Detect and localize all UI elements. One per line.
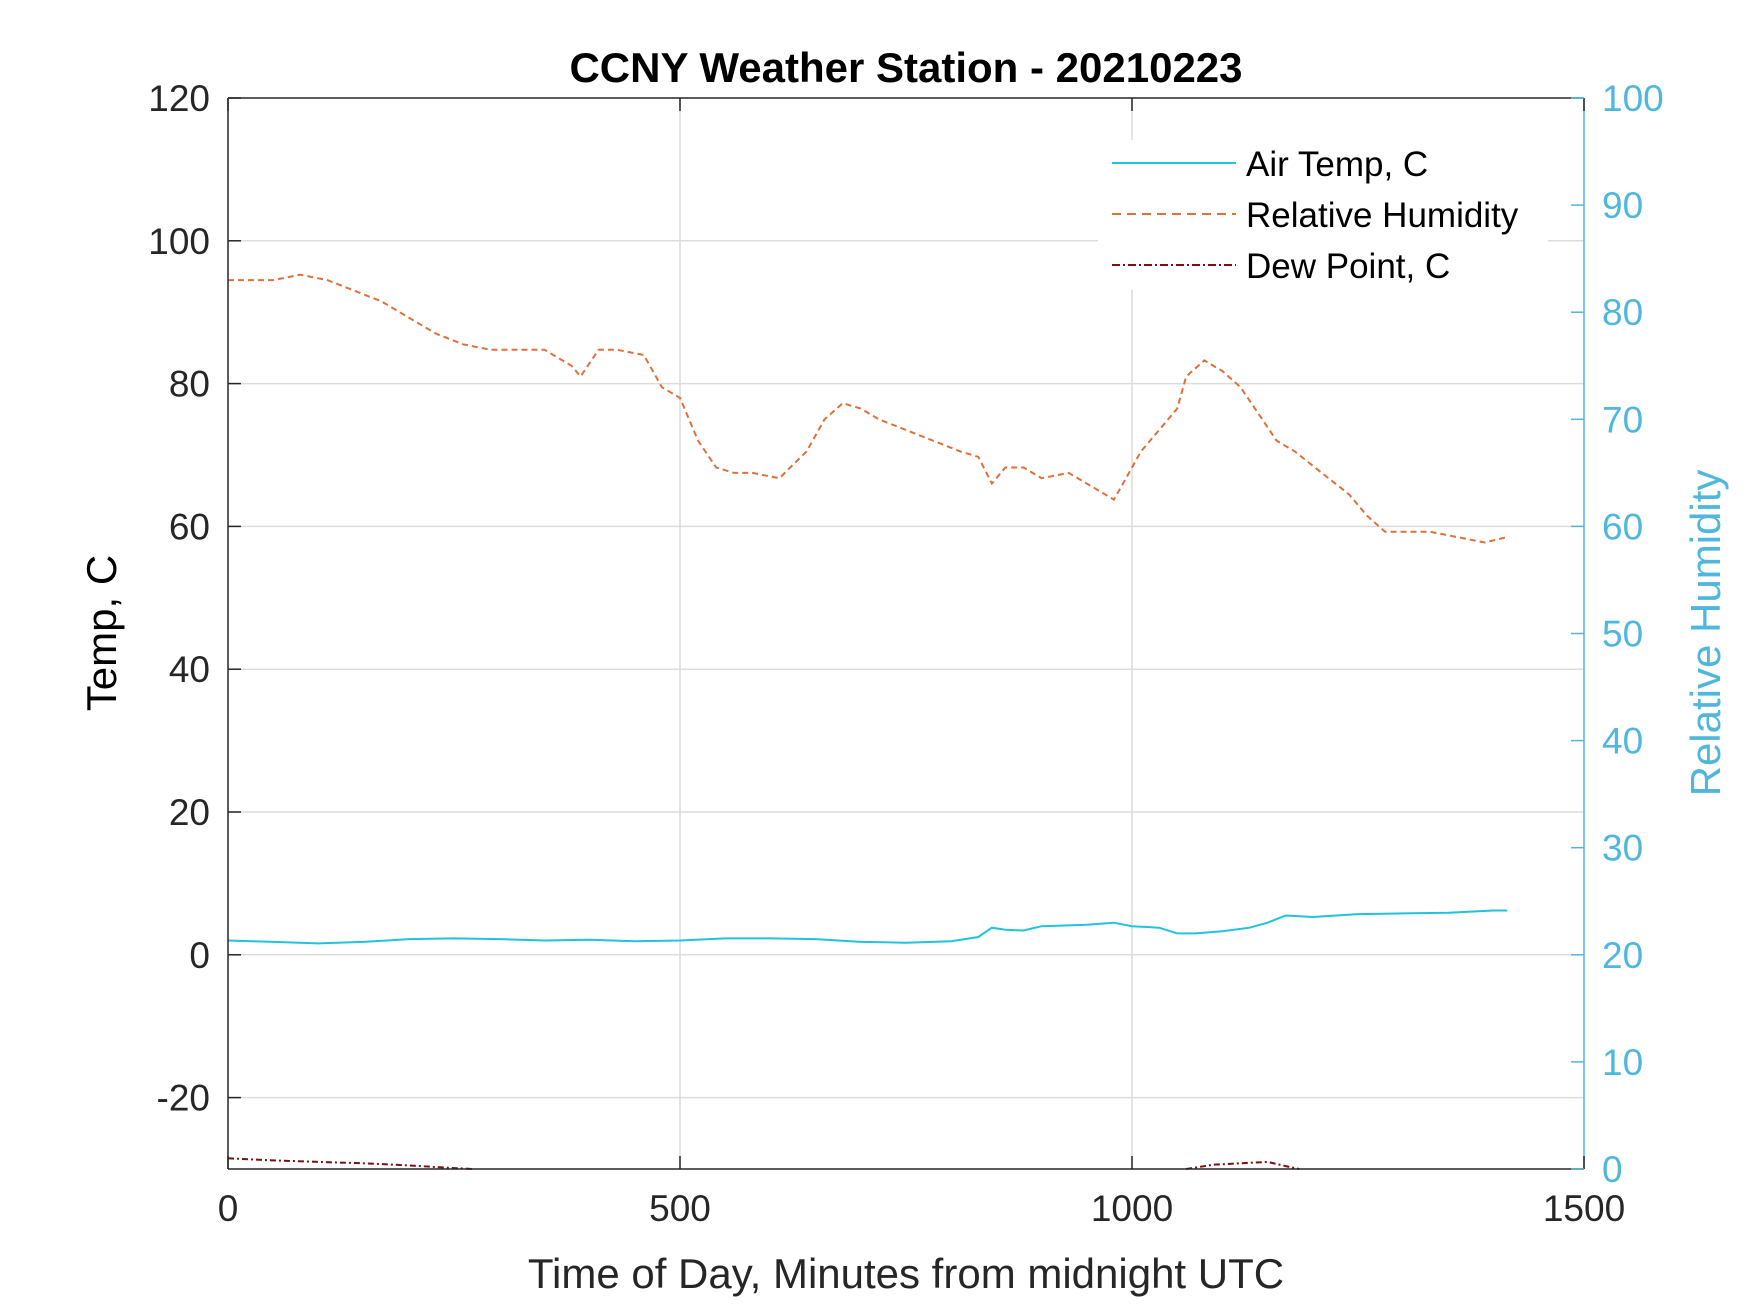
y-left-tick-label: -20 <box>157 1078 210 1119</box>
x-tick-label: 1500 <box>1543 1188 1625 1229</box>
tick-labels: 0 500 1000 1500 -20 0 20 40 60 80 100 120 0 10 20 30 40 5… <box>148 78 1663 1229</box>
y-left-tick-label: 120 <box>148 78 210 119</box>
legend: Air Temp, C Relative Humidity Dew Point,… <box>1098 140 1548 290</box>
x-tick-label: 1000 <box>1091 1188 1173 1229</box>
y-right-tick-label: 10 <box>1602 1042 1643 1083</box>
chart-title: CCNY Weather Station - 20210223 <box>569 44 1242 91</box>
series-line-air-temp <box>227 909 1508 945</box>
y-right-tick-label: 40 <box>1602 721 1643 762</box>
series-line-dew-point-segment-0 <box>227 1157 473 1170</box>
series-line-relative-humidity <box>228 273 1508 544</box>
legend-label-dew-point: Dew Point, C <box>1246 247 1450 286</box>
y-right-tick-label: 100 <box>1602 78 1664 119</box>
y-right-tick-label: 0 <box>1602 1149 1623 1190</box>
y-left-tick-label: 40 <box>169 649 210 690</box>
x-tick-label: 0 <box>218 1188 239 1229</box>
x-axis-label: Time of Day, Minutes from midnight UTC <box>528 1250 1284 1297</box>
y-left-tick-label: 20 <box>169 792 210 833</box>
axes <box>227 97 1585 1170</box>
y-right-tick-label: 30 <box>1602 828 1643 869</box>
legend-label-humidity: Relative Humidity <box>1246 196 1519 235</box>
y-left-tick-label: 0 <box>189 935 210 976</box>
y-right-tick-label: 60 <box>1602 506 1643 547</box>
legend-label-air-temp: Air Temp, C <box>1246 145 1428 184</box>
y-right-tick-label: 70 <box>1602 399 1643 440</box>
y-right-tick-label: 90 <box>1602 185 1643 226</box>
y-right-tick-label: 50 <box>1602 614 1643 655</box>
series-line-dew-point-segment-1 <box>1186 1160 1300 1170</box>
y-right-tick-label: 20 <box>1602 935 1643 976</box>
series-lines <box>227 273 1508 1170</box>
y-axis-left-label: Temp, C <box>78 555 125 711</box>
y-axis-right-label: Relative Humidity <box>1682 470 1729 797</box>
y-left-tick-label: 80 <box>169 364 210 405</box>
x-tick-label: 500 <box>649 1188 711 1229</box>
y-left-tick-label: 100 <box>148 221 210 262</box>
grid-lines <box>228 98 1584 1169</box>
y-left-tick-label: 60 <box>169 506 210 547</box>
y-right-tick-label: 80 <box>1602 292 1643 333</box>
